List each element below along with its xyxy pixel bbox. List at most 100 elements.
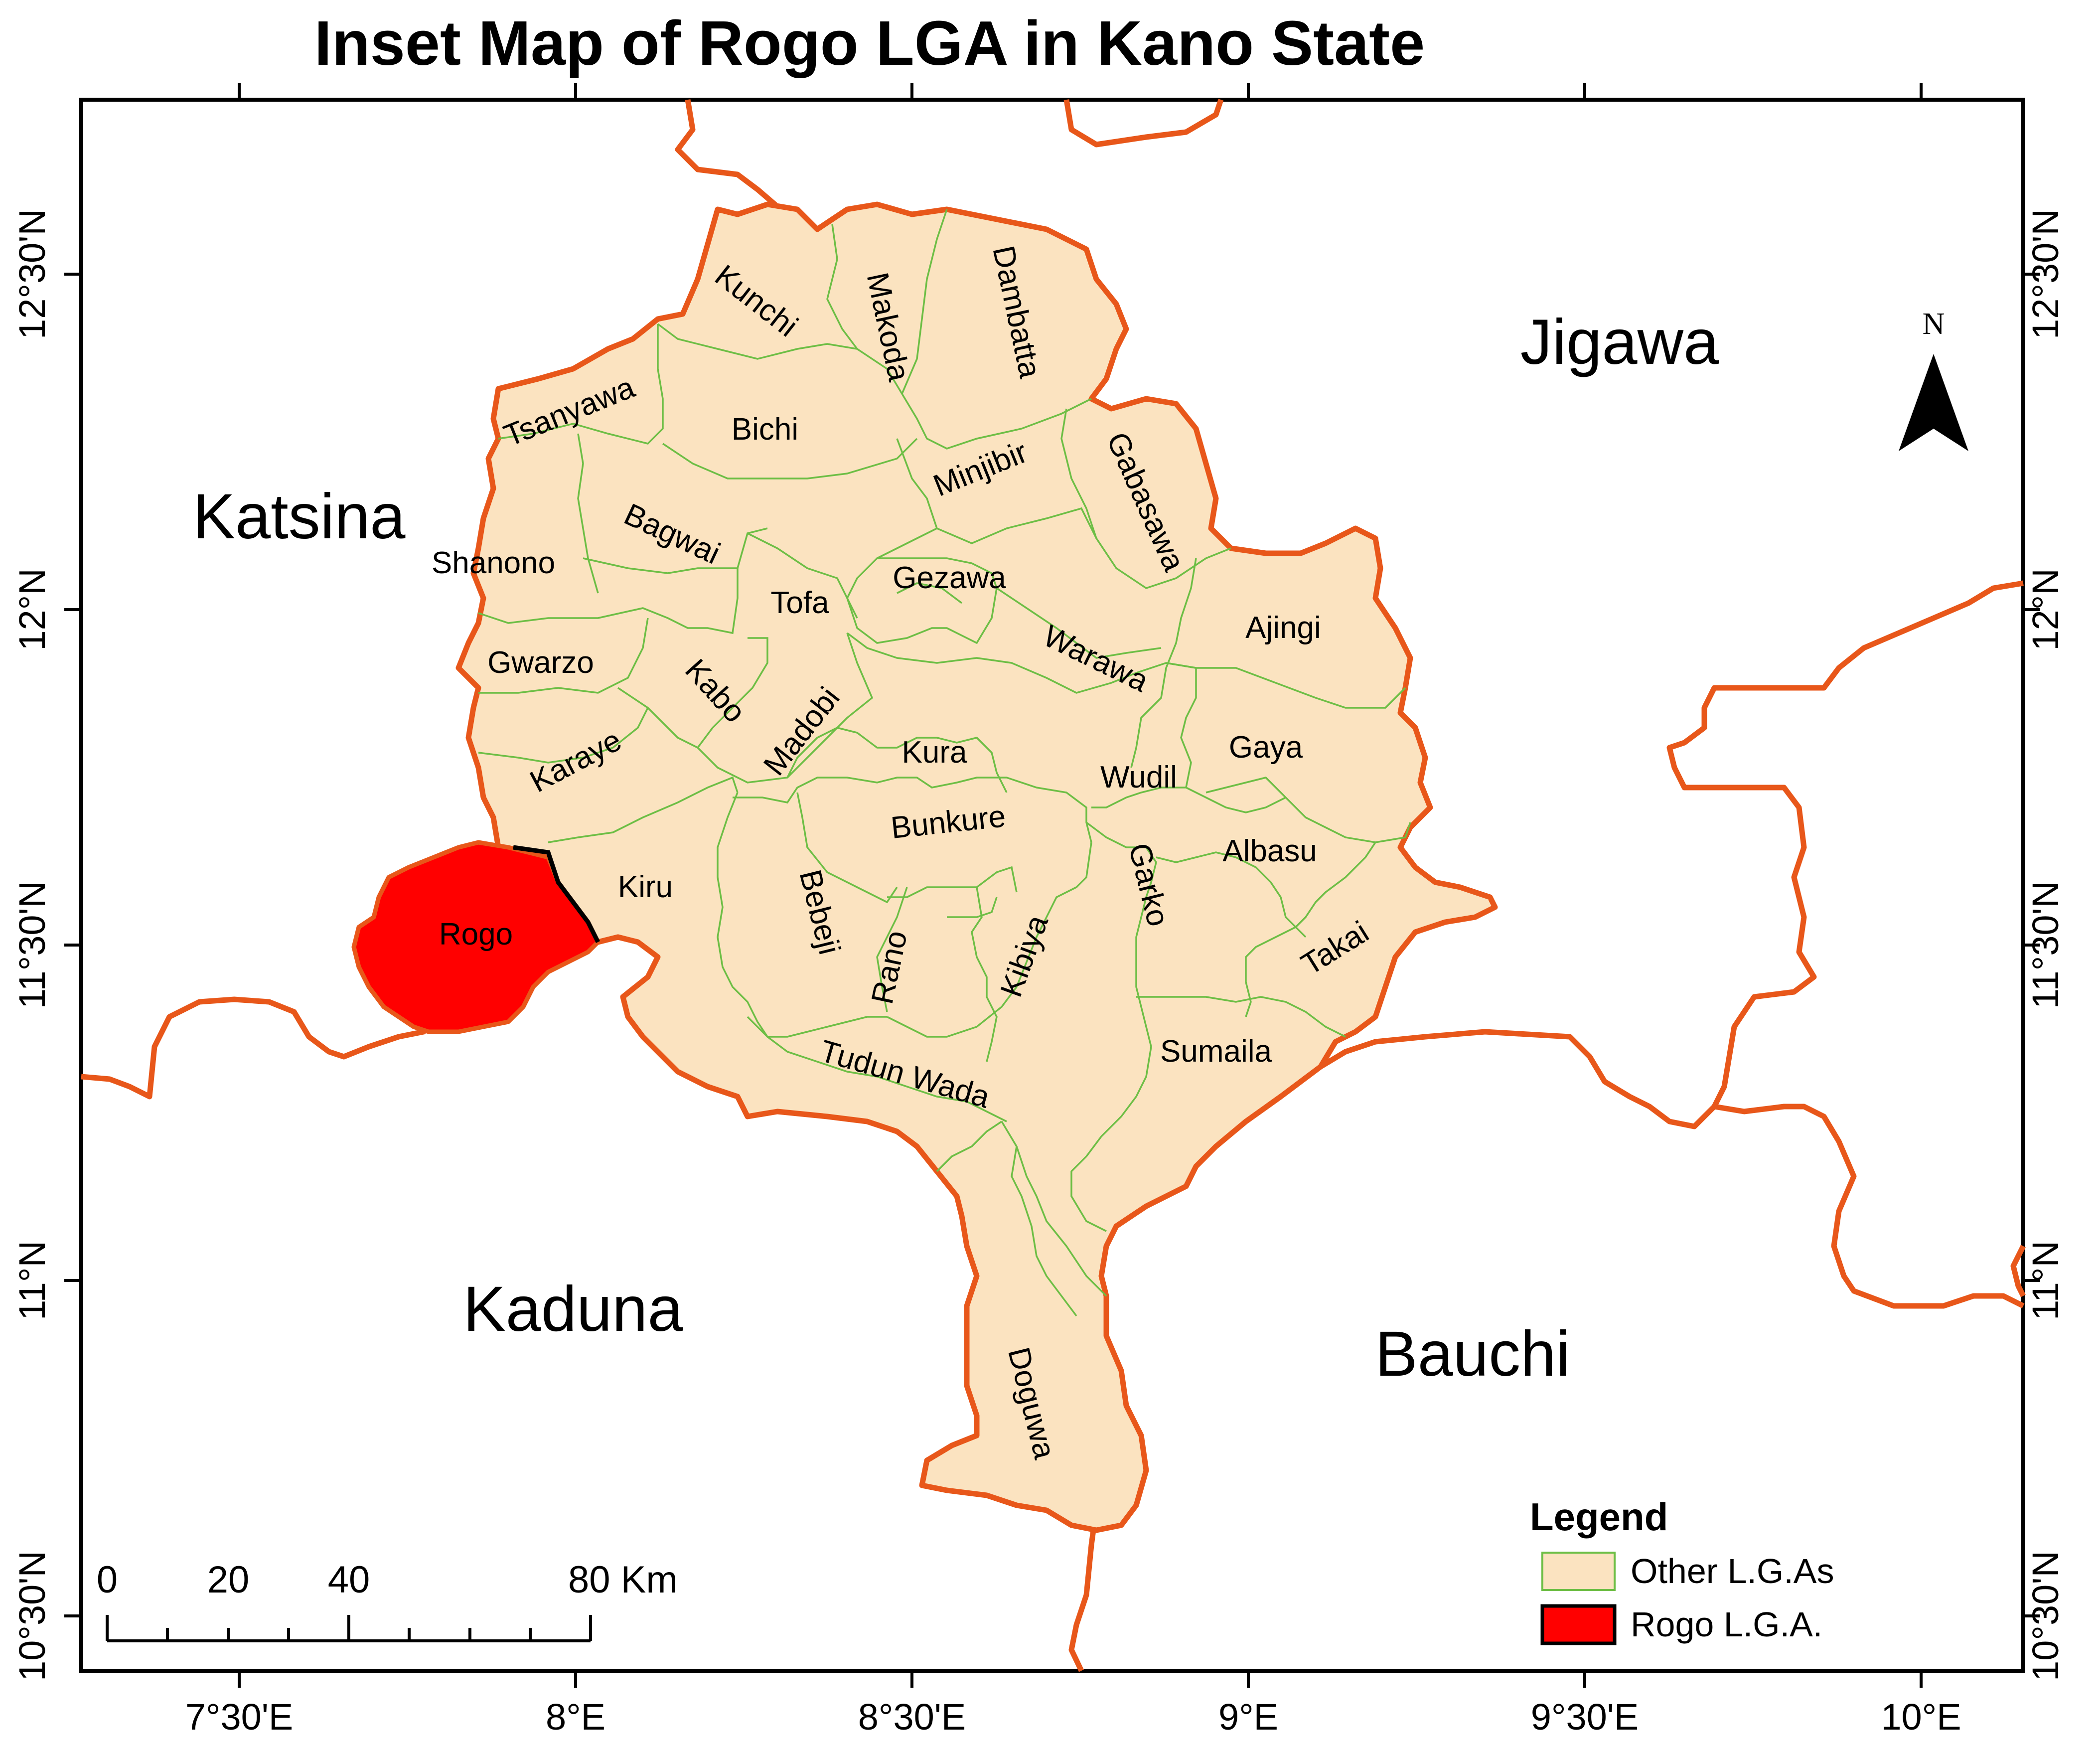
graticule-ticks [64, 83, 2040, 1688]
lga-label-gezawa: Gezawa [893, 561, 1006, 595]
lga-boundary [877, 507, 1097, 559]
lga-boundary [617, 637, 768, 749]
lga-boundary [1060, 408, 1231, 589]
legend: Legend Other L.G.As Rogo L.G.A. [1530, 1495, 1834, 1645]
state-boundary-katsina-jigawa [675, 99, 778, 220]
lga-label-kura: Kura [902, 735, 967, 770]
scale-bar-line [106, 1615, 592, 1642]
lat-label: 12°N [11, 568, 53, 650]
lga-boundary [1130, 558, 1197, 768]
lga-boundary [947, 897, 998, 918]
legend-label-other: Other L.G.As [1631, 1552, 1834, 1591]
lga-boundary [498, 324, 664, 445]
lon-label: 9°30'E [1531, 1696, 1639, 1738]
north-arrow-icon [1899, 354, 1968, 451]
lga-label-gwarzo: Gwarzo [487, 645, 594, 680]
lga-boundary [996, 587, 1162, 659]
lat-label: 11°30'N [2025, 881, 2066, 1009]
lga-boundary [1070, 821, 1157, 1232]
lga-boundary [478, 707, 649, 764]
lga-boundary [1156, 851, 1307, 938]
lga-label-tofa: Tofa [770, 586, 829, 620]
lga-label-rogo: Rogo [439, 917, 513, 952]
lon-label: 8°30'E [858, 1696, 966, 1738]
lga-boundary [786, 727, 1008, 793]
lat-label: 10°30'N [11, 1551, 53, 1681]
lga-boundary [826, 224, 858, 350]
lat-label: 12°30'N [2025, 209, 2066, 339]
kano-state-polygon [455, 201, 1498, 1533]
north-arrow-label: N [1923, 307, 1945, 341]
state-label-bauchi: Bauchi [1375, 1318, 1570, 1390]
lga-boundary [747, 1016, 1007, 1122]
lat-label: 11°N [11, 1241, 53, 1320]
lga-boundary [548, 776, 739, 843]
lon-label: 9°E [1218, 1696, 1278, 1738]
lat-label: 12°30'N [11, 209, 53, 339]
lga-boundary [896, 438, 938, 529]
north-arrow: N [1899, 307, 1968, 451]
lga-label-ajingi: Ajingi [1245, 611, 1321, 645]
lga-label-bichi: Bichi [732, 412, 798, 447]
lga-boundary [657, 323, 1092, 450]
lga-boundary [1205, 777, 1411, 843]
state-label-kaduna: Kaduna [463, 1274, 683, 1345]
latitude-labels-right: 12°30'N 12°N 11°30'N 11°N 10°30'N [2025, 209, 2066, 1681]
state-label-jigawa: Jigawa [1520, 307, 1719, 378]
lat-label: 11°N [2025, 1241, 2066, 1320]
map-title: Inset Map of Rogo LGA in Kano State [314, 8, 1425, 78]
map-content [81, 99, 2026, 1672]
lga-boundary [717, 792, 887, 1038]
lon-label: 10°E [1881, 1696, 1961, 1738]
lga-boundary [901, 209, 948, 394]
lga-boundary [1136, 996, 1346, 1038]
lga-boundary [577, 433, 599, 594]
rogo-kano-boundary [513, 845, 600, 944]
lga-boundary [733, 777, 1092, 843]
state-label-katsina: Katsina [193, 481, 406, 552]
state-boundary-north-east [1063, 99, 1224, 148]
lga-boundary [796, 792, 898, 904]
scale-label: 20 [207, 1559, 250, 1601]
lga-boundary [1011, 1146, 1077, 1317]
state-boundary-jigawa-bauchi-east [1319, 580, 2024, 1129]
lga-boundary [1001, 1121, 1107, 1297]
legend-title: Legend [1530, 1495, 1668, 1539]
legend-label-rogo: Rogo L.G.A. [1631, 1605, 1822, 1644]
lga-boundary [846, 632, 1197, 694]
scale-label: 80 Km [568, 1559, 678, 1601]
lga-boundary [478, 618, 649, 694]
scale-label: 0 [97, 1559, 118, 1601]
lga-boundary [478, 568, 739, 635]
lat-label: 10°30'N [2025, 1551, 2066, 1681]
lon-label: 8°E [546, 1696, 605, 1738]
lga-label-wudil: Wudil [1100, 760, 1177, 795]
legend-swatch-other [1541, 1552, 1616, 1591]
longitude-labels: 7°30'E 8°E 8°30'E 9°E 9°30'E 10°E [185, 1696, 1961, 1738]
lga-boundary [1180, 668, 1197, 788]
lat-label: 12°N [2025, 568, 2066, 650]
lga-boundary [887, 866, 1018, 898]
scale-label: 40 [328, 1559, 370, 1601]
lga-boundary [971, 887, 998, 1062]
lon-label: 7°30'E [185, 1696, 294, 1738]
lga-label-kiru: Kiru [618, 870, 673, 904]
lga-boundary [887, 842, 1092, 1038]
state-boundary-east-tail [2010, 1245, 2026, 1297]
state-boundary-katsina-kaduna [81, 996, 432, 1100]
lga-boundary [897, 582, 963, 604]
lga-label-albasu: Albasu [1222, 834, 1317, 868]
lga-label-shanono: Shanono [432, 546, 555, 580]
state-boundary-bauchi-east [1714, 1104, 2025, 1309]
lga-boundary [936, 1120, 1002, 1172]
lga-boundary [876, 887, 908, 1012]
lat-label: 11°30'N [11, 881, 53, 1009]
lga-label-sumaila: Sumaila [1160, 1034, 1272, 1069]
latitude-labels-left: 12°30'N 12°N 11°30'N 11°N 10°30'N [11, 209, 53, 1681]
lga-boundary [697, 633, 874, 784]
legend-swatch-rogo [1540, 1604, 1617, 1645]
scale-bar: 0 20 40 80 Km [97, 1559, 678, 1642]
lga-boundary [1166, 662, 1406, 709]
lga-label-gaya: Gaya [1229, 730, 1303, 765]
lga-boundary [662, 438, 918, 479]
